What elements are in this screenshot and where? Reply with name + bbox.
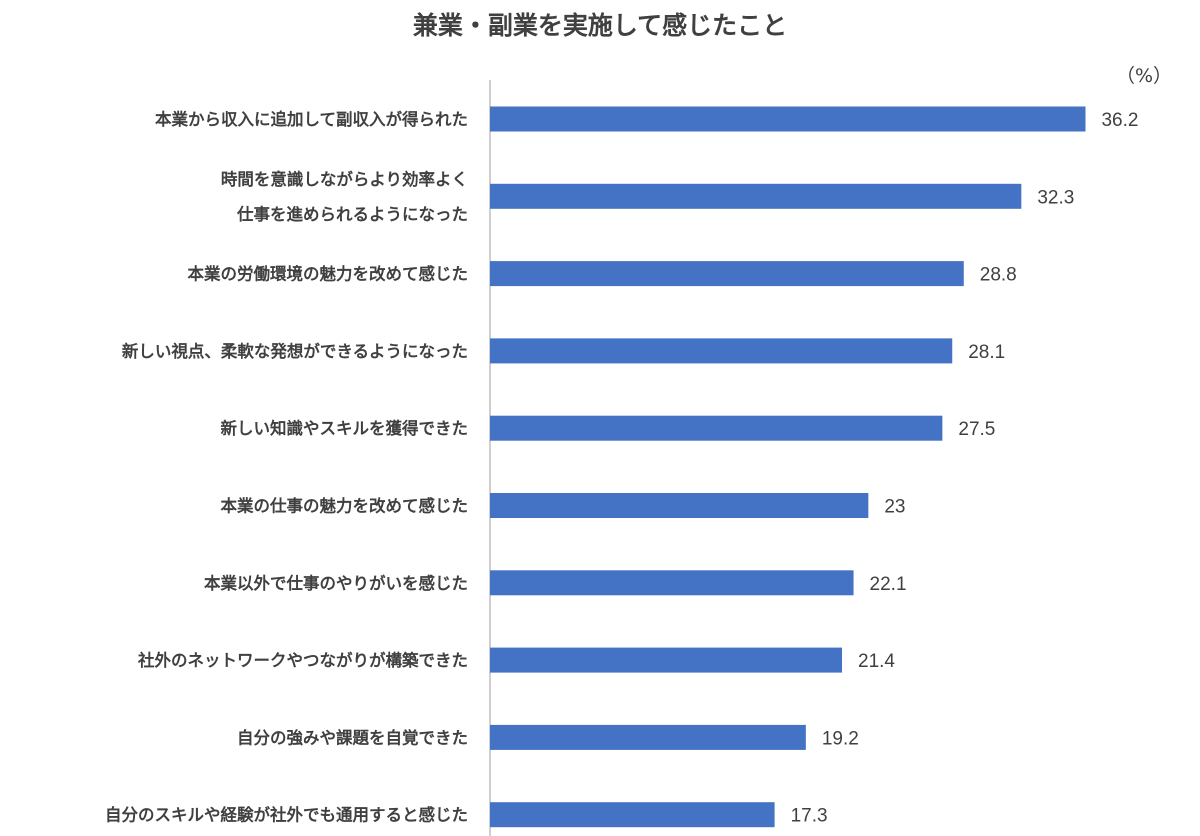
category-label: 本業の労働環境の魅力を改めて感じた bbox=[188, 264, 469, 284]
bar-value-label: 36.2 bbox=[1101, 110, 1138, 131]
category-label: 社外のネットワークやつながりが構築できた bbox=[137, 650, 468, 670]
bar-group: 28.8 本業の労働環境の魅力を改めて感じた bbox=[188, 261, 1017, 287]
category-label: 自分のスキルや経験が社外でも通用すると感じた bbox=[105, 805, 468, 825]
bars-layer: 36.2 本業から収入に追加して副収入が得られた 32.3 時間を意識しながらより効率… bbox=[105, 106, 1138, 828]
bar-value-label: 21.4 bbox=[858, 651, 895, 672]
bar bbox=[490, 570, 854, 596]
chart-title: 兼業・副業を実施して感じたこと bbox=[413, 11, 787, 40]
category-label: 自分の強みや課題を自覚できた bbox=[237, 727, 468, 747]
category-label: 本業以外で仕事のやりがいを感じた bbox=[204, 573, 468, 593]
bar-group: 23 本業の仕事の魅力を改めて感じた bbox=[221, 493, 905, 518]
bar-value-label: 23 bbox=[884, 497, 905, 518]
bar-value-label: 19.2 bbox=[822, 728, 859, 749]
bar-group: 27.5 新しい知識やスキルを獲得できた bbox=[221, 415, 995, 441]
bar bbox=[490, 183, 1022, 209]
category-label: 本業から収入に追加して副収入が得られた bbox=[155, 109, 468, 129]
bar bbox=[490, 338, 953, 364]
bar-group: 19.2 自分の強みや課題を自覚できた bbox=[237, 724, 859, 750]
bar bbox=[490, 106, 1086, 132]
bar-value-label: 27.5 bbox=[958, 419, 995, 440]
bar-value-label: 22.1 bbox=[870, 574, 907, 595]
bar bbox=[490, 415, 943, 441]
bar bbox=[490, 261, 964, 287]
bar-group: 22.1 本業以外で仕事のやりがいを感じた bbox=[204, 570, 907, 596]
category-label: 時間を意識しながらより効率よく bbox=[221, 169, 468, 189]
bar-value-label: 28.8 bbox=[980, 265, 1017, 286]
bar-value-label: 28.1 bbox=[968, 342, 1005, 363]
bar bbox=[490, 647, 843, 673]
bar-value-label: 17.3 bbox=[791, 806, 828, 827]
category-label: 新しい知識やスキルを獲得できた bbox=[221, 418, 469, 438]
bar-group: 28.1 新しい視点、柔軟な発想ができるようになった bbox=[122, 338, 1005, 364]
unit-label: （%） bbox=[1116, 65, 1172, 87]
bar bbox=[490, 493, 869, 518]
bar-group: 21.4 社外のネットワークやつながりが構築できた bbox=[137, 647, 895, 673]
category-label: 本業の仕事の魅力を改めて感じた bbox=[221, 496, 469, 516]
bar-group: 17.3 自分のスキルや経験が社外でも通用すると感じた bbox=[105, 802, 828, 828]
bar bbox=[490, 802, 775, 828]
bar-group: 36.2 本業から収入に追加して副収入が得られた bbox=[155, 106, 1138, 132]
bar bbox=[490, 724, 806, 750]
category-label: 仕事を進められるようになった bbox=[236, 204, 468, 224]
category-label: 新しい視点、柔軟な発想ができるようになった bbox=[122, 341, 468, 361]
bar-value-label: 32.3 bbox=[1037, 187, 1074, 208]
